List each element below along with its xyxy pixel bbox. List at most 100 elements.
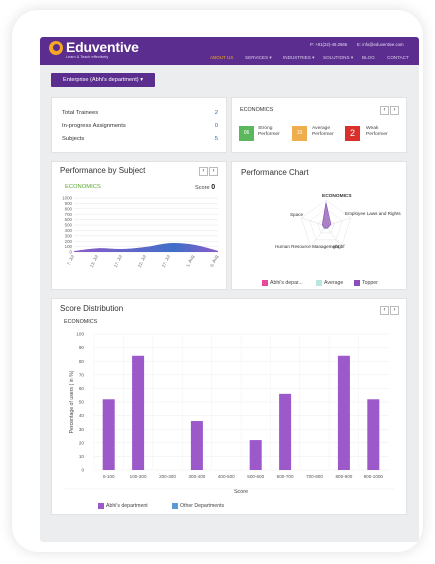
stat-inprogress-value[interactable]: 0 [214,123,218,129]
area-y-tick: 600 [65,217,73,222]
department-dropdown-button[interactable]: Enterprise (Abhi's department) ▾ [51,73,155,87]
radar-grid-ring [300,199,352,248]
bar-y-tick: 70 [79,372,85,377]
stat-subjects-label: Subjects [62,136,85,142]
area-y-tick: 900 [65,201,73,206]
legend-swatch [172,503,178,509]
performance-radar-chart: ECONOMICS Employee Laws and Rights gbgbfHu… [275,193,401,249]
dashboard-screen: Eduventive Learn & Teach effectively P: … [40,37,419,542]
bar-x-tick: 500-600 [247,474,264,479]
radar-legend-item[interactable]: Average [316,280,343,286]
score-bar [102,399,115,470]
nav-blog[interactable]: BLOG [362,55,375,60]
area-x-tick: 7. Jul [66,254,75,266]
subject-name-link[interactable]: ECONOMICS [65,184,101,190]
bar-x-tick: 200-300 [159,474,176,479]
score-bar [367,399,380,470]
radar-axis-label: Employee Laws and Rights [345,211,401,216]
area-y-tick: 500 [65,223,73,228]
bar-x-tick: 600-700 [277,474,294,479]
bar-x-tick: 700-800 [306,474,323,479]
weak-performer-count[interactable]: 2 [345,126,360,141]
stats-card: Total Trainees 2 In-progress Assignments… [51,97,227,153]
nav-solutions[interactable]: SOLUTIONS ▾ [323,55,354,60]
average-performer-count[interactable]: 10 [292,126,307,141]
radar-legend-item[interactable]: Abhi's depar... [262,280,303,286]
subject-score: Score 0 [195,184,216,191]
radar-spoke [301,217,327,227]
summary-pager: ‹ › [380,106,399,115]
bar-y-tick: 90 [79,345,85,350]
bar-x-tick: 100-200 [130,474,147,479]
device-frame: Eduventive Learn & Teach effectively P: … [12,10,423,552]
area-y-tick: 800 [65,206,73,211]
area-y-tick: 200 [65,239,73,244]
area-x-tick: 13. Jul [89,254,99,268]
score-bar [249,440,262,470]
bar-y-tick: 0 [81,468,84,473]
bar-legend-item[interactable]: Other Departments [172,503,224,509]
email-address[interactable]: E: info@eduventive.com [357,42,404,47]
phone-number: P: +91(22)-49.2566 [310,42,348,47]
radar-legend-item[interactable]: Topper [354,280,378,286]
area-y-tick: 300 [65,233,73,238]
subject-pager: ‹ › [199,167,218,176]
bar-x-tick: 800-900 [335,474,352,479]
area-x-tick: 6. Aug [209,254,219,268]
radar-axis-label: ECONOMICS [322,193,352,199]
radar-axis-label: gbgbf [333,244,345,249]
radar-axis-label: Space [290,212,303,217]
legend-label: Average [324,280,344,286]
area-y-tick: 0 [70,250,73,255]
score-bar [279,393,292,470]
radar-grid-ring [317,217,335,234]
score-bar [337,355,350,470]
brand-logo-icon[interactable] [49,41,63,55]
legend-label: Other Departments [180,503,225,509]
distribution-prev-button[interactable]: ‹ [380,306,389,315]
summary-next-button[interactable]: › [390,106,399,115]
bar-y-tick: 20 [79,440,85,445]
area-y-tick: 100 [65,244,73,249]
performance-chart-title: Performance Chart [241,168,309,177]
bar-x-tick: 300-400 [188,474,205,479]
area-y-tick: 1000 [62,196,72,201]
area-y-tick: 700 [65,212,73,217]
radar-axis-label: Human Resource Management [275,244,340,249]
score-bar [132,355,145,470]
nav-contact[interactable]: CONTACT [387,55,409,60]
area-x-tick: 17. Jul [113,254,123,268]
bar-y-axis-label: Percentage of users ( in %) [69,370,75,433]
area-y-tick: 400 [65,228,73,233]
legend-label: Topper [362,280,378,286]
brand-name[interactable]: Eduventive [66,39,139,55]
legend-swatch [316,280,322,286]
nav-industries[interactable]: INDUSTRIES ▾ [283,55,315,60]
strong-performer-label: Strong Performer [258,126,280,138]
top-navigation-bar: Eduventive Learn & Teach effectively P: … [40,37,419,65]
strong-performer-count[interactable]: 06 [239,126,254,141]
score-bar [190,421,203,470]
bar-legend-item[interactable]: Abhi's department [98,503,148,509]
bar-y-tick: 60 [79,386,85,391]
brand-tagline: Learn & Teach effectively [66,55,109,59]
distribution-subject-label: ECONOMICS [64,319,98,325]
bar-y-tick: 10 [79,454,85,459]
nav-services[interactable]: SERVICES ▾ [245,55,272,60]
stat-total-trainees-value[interactable]: 2 [214,110,218,116]
radar-spoke [325,225,342,248]
stat-inprogress-label: In-progress Assignments [62,123,126,129]
subject-next-button[interactable]: › [209,167,218,176]
stat-subjects-value[interactable]: 5 [214,136,218,142]
legend-label: Abhi's department [106,503,148,509]
nav-about-us[interactable]: ABOUT US [210,55,234,60]
performance-chart-card: Performance Chart ECONOMICS Employee Laws… [231,161,407,290]
legend-swatch [262,280,268,286]
summary-prev-button[interactable]: ‹ [380,106,389,115]
bar-x-tick: 400-500 [218,474,235,479]
subject-prev-button[interactable]: ‹ [199,167,208,176]
score-distribution-title: Score Distribution [60,304,124,313]
distribution-next-button[interactable]: › [390,306,399,315]
performance-by-subject-title: Performance by Subject [60,166,146,175]
